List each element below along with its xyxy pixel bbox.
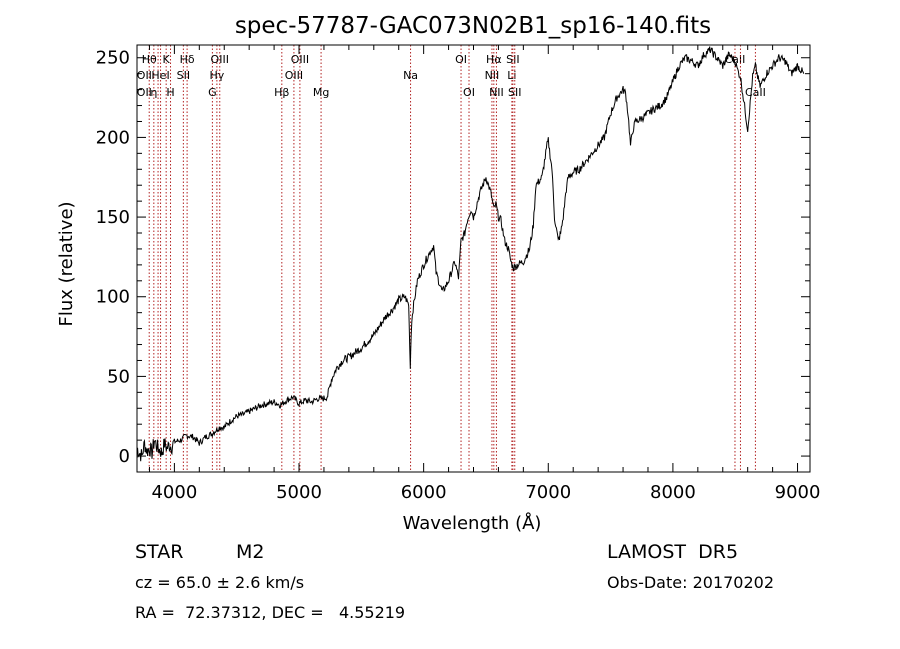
y-tick-label: 50 (107, 366, 130, 387)
y-tick-label: 200 (96, 127, 130, 148)
marker-label: SII (506, 53, 519, 66)
marker-label: Li (507, 69, 516, 82)
marker-label: OI (463, 86, 475, 99)
axes: 4000 5000 6000 7000 8000 9000 0 50 100 150 200 250 (96, 45, 821, 503)
marker-label: Hβ (274, 86, 289, 99)
spectrum-line (137, 46, 805, 462)
marker-label: OII (137, 86, 152, 99)
marker-label: HeI (151, 69, 169, 82)
marker-label: Hα (486, 53, 502, 66)
object-subclass: M2 (236, 541, 265, 563)
redshift-cz: cz = 65.0 ± 2.6 km/s (135, 573, 305, 592)
marker-label: Hγ (209, 69, 224, 82)
x-tick-label: 8000 (650, 482, 696, 503)
marker-label: OIII (291, 53, 309, 66)
spectral-line-markers: HθηHeIKHSIIHδGHγOIIIHβOIIIOIIIMgNaOIOINI… (137, 45, 766, 472)
marker-label: OI (455, 53, 467, 66)
marker-label: η (150, 86, 157, 99)
y-tick-label: 150 (96, 207, 130, 228)
y-tick-label: 100 (96, 287, 130, 308)
y-tick-label: 250 (96, 48, 130, 69)
marker-label: Hδ (180, 53, 195, 66)
x-tick-label: 7000 (525, 482, 571, 503)
marker-label: SII (177, 69, 190, 82)
marker-label: Na (403, 69, 418, 82)
x-tick-label: 6000 (401, 482, 447, 503)
observation-date: Obs-Date: 20170202 (607, 573, 775, 592)
survey-name: LAMOST DR5 (607, 541, 739, 563)
x-tick-label: 5000 (276, 482, 322, 503)
marker-label: G (208, 86, 217, 99)
x-axis-label: Wavelength (Å) (403, 512, 542, 534)
marker-label: K (163, 53, 171, 66)
marker-label: OII (137, 69, 152, 82)
marker-label: Hθ (142, 53, 157, 66)
marker-label: NII (489, 86, 504, 99)
spectrum-series (137, 46, 805, 462)
object-class: STAR (135, 541, 184, 563)
y-tick-label: 0 (119, 446, 130, 467)
marker-label: OIII (285, 69, 303, 82)
marker-label: NII (485, 69, 500, 82)
marker-label: Mg (313, 86, 329, 99)
y-axis-label: Flux (relative) (56, 201, 77, 326)
marker-label: SII (508, 86, 521, 99)
coordinates: RA = 72.37312, DEC = 4.55219 (135, 603, 406, 622)
marker-label: OIII (211, 53, 229, 66)
marker-label: CaII (745, 86, 766, 99)
x-tick-label: 4000 (151, 482, 197, 503)
x-tick-label: 9000 (775, 482, 821, 503)
chart-title: spec-57787-GAC073N02B1_sp16-140.fits (235, 13, 711, 39)
plot-frame (136, 44, 811, 473)
marker-label: H (166, 86, 174, 99)
